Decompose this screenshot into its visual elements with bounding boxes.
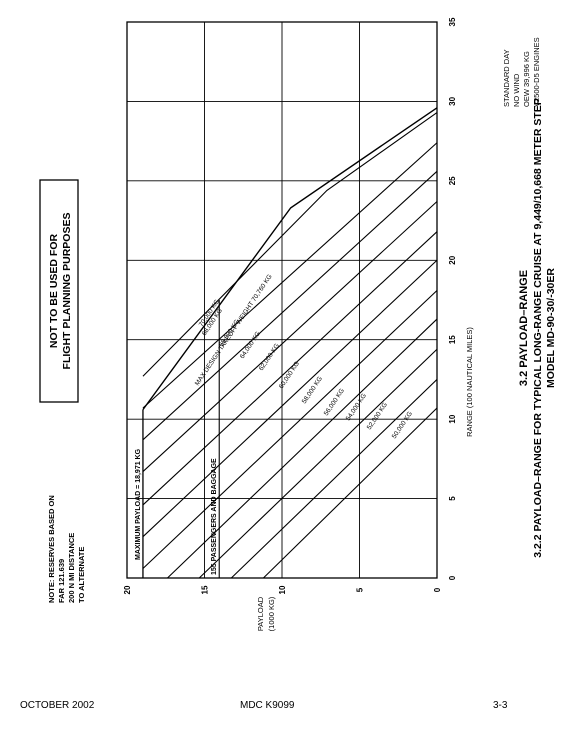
conditions-note-line: STANDARD DAY [502,49,511,107]
payload-tick-label: 0 [433,587,442,592]
chart-grid [126,21,438,579]
chart-envelope [142,107,438,578]
range-tick-label: 20 [448,255,457,264]
weight-line-1 [142,142,438,409]
conditions-note-line: OEW 39,996 KG [522,51,531,107]
reserves-note-line: 200 N MI DISTANCE [67,533,76,603]
y-axis-label: PAYLOAD [256,596,265,631]
chart-title: 3.2.2 PAYLOAD–RANGE FOR TYPICAL LONG-RAN… [532,98,544,558]
passengers-label: 155 PASSENGERS AND BAGGAGE [211,458,218,575]
range-tick-label: 10 [448,414,457,423]
weight-line-6 [142,290,438,569]
payload-tick-label: 10 [278,585,287,594]
weight-line-10 [263,407,438,579]
weight-line-label: 60,000 KG [278,360,301,390]
range-tick-label: 15 [448,335,457,344]
mtow-envelope-line [142,107,438,411]
range-tick-label: 30 [448,96,457,105]
footer-document-id: MDC K9099 [240,700,295,711]
range-tick-label: 5 [448,496,457,501]
warning-text-line: NOT TO BE USED FOR [48,234,60,349]
weight-line-9 [230,379,438,579]
payload-tick-label: 15 [201,585,210,594]
chart-ticks: 0 5 10 15 20 25 30 35 0 5 10 15 20 [123,17,457,594]
footer-page-number: 3-3 [493,700,508,711]
weight-line-7 [167,318,438,579]
range-tick-label: 35 [448,17,457,26]
weight-line-label: 56,000 KG [323,387,346,417]
reserves-note-line: TO ALTERNATE [77,547,86,603]
weight-line-3 [142,201,438,472]
range-tick-label: 25 [448,176,457,185]
weight-line-label: 50,000 KG [391,410,414,440]
conditions-note-line: NO WIND [512,73,521,107]
chart-model-title: MODEL MD-90-30/-30ER [545,268,557,388]
weight-line-label: 64,000 KG [239,330,262,360]
weight-line-8 [198,348,438,579]
payload-tick-label: 5 [356,587,365,592]
max-payload-label: MAXIMUM PAYLOAD = 18,971 KG [135,448,142,560]
payload-tick-label: 20 [123,585,132,594]
weight-line-2 [142,170,438,441]
weight-line-5 [142,259,438,538]
weight-line-4 [142,231,438,506]
y-axis-label-units: (1000 KG) [267,596,276,631]
warning-text-line: FLIGHT PLANNING PURPOSES [61,213,73,370]
weight-line-0 [142,112,438,377]
x-axis-label: RANGE (100 NAUTICAL MILES) [465,327,474,437]
reserves-note-line: FAR 121.639 [57,559,66,603]
conditions-note-line: V2500-D5 ENGINES [532,37,541,107]
range-tick-label: 0 [448,575,457,580]
footer-date: OCTOBER 2002 [20,700,95,711]
reserves-note-line: NOTE: RESERVES BASED ON [47,495,56,603]
section-title: 3.2 PAYLOAD–RANGE [518,270,530,386]
chart-series [142,112,438,579]
warning-box [39,179,79,403]
weight-line-label: 62,000 KG [258,342,281,372]
